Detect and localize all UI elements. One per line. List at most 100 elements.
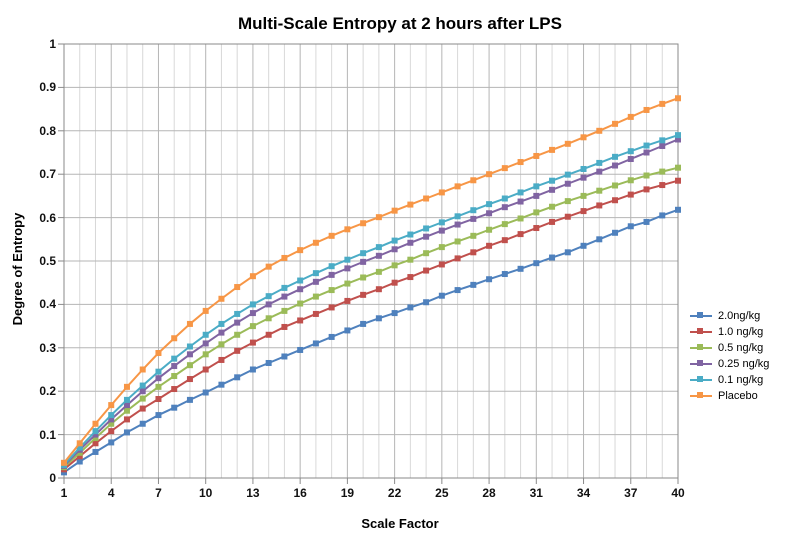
series-marker (628, 192, 633, 197)
series-marker (266, 264, 271, 269)
series-marker (329, 288, 334, 293)
series-marker (219, 321, 224, 326)
series-marker (345, 227, 350, 232)
series-marker (676, 207, 681, 212)
series-marker (250, 302, 255, 307)
series-marker (424, 196, 429, 201)
series-marker (203, 390, 208, 395)
series-marker (487, 243, 492, 248)
series-marker (455, 256, 460, 261)
series-marker (613, 230, 618, 235)
series-marker (518, 232, 523, 237)
series-marker (613, 154, 618, 159)
series-marker (534, 261, 539, 266)
series-marker (613, 198, 618, 203)
series-marker (250, 311, 255, 316)
series-marker (676, 96, 681, 101)
y-tick-label: 0.9 (34, 80, 56, 94)
series-marker (628, 178, 633, 183)
series-marker (298, 318, 303, 323)
series-marker (235, 375, 240, 380)
series-marker (313, 279, 318, 284)
series-marker (439, 245, 444, 250)
series-marker (250, 367, 255, 372)
series-marker (518, 190, 523, 195)
series-marker (550, 219, 555, 224)
y-tick-label: 0.5 (34, 254, 56, 268)
series-marker (565, 250, 570, 255)
series-marker (156, 369, 161, 374)
series-marker (282, 324, 287, 329)
series-marker (534, 226, 539, 231)
x-tick-label: 13 (246, 486, 259, 500)
series-marker (376, 287, 381, 292)
series-marker (361, 259, 366, 264)
series-marker (187, 321, 192, 326)
series-marker (597, 160, 602, 165)
series-marker (93, 441, 98, 446)
series-marker (597, 237, 602, 242)
series-marker (313, 271, 318, 276)
series-marker (140, 383, 145, 388)
series-marker (109, 440, 114, 445)
series-marker (439, 228, 444, 233)
series-marker (644, 173, 649, 178)
series-marker (502, 272, 507, 277)
series-marker (266, 302, 271, 307)
series-marker (613, 183, 618, 188)
series-marker (550, 147, 555, 152)
series-marker (361, 292, 366, 297)
series-marker (156, 376, 161, 381)
series-marker (376, 269, 381, 274)
legend-label: 1.0 ng/kg (718, 326, 763, 338)
series-marker (455, 239, 460, 244)
series-marker (109, 403, 114, 408)
series-marker (219, 296, 224, 301)
series-marker (471, 233, 476, 238)
series-line (64, 181, 678, 470)
series-marker (235, 311, 240, 316)
series-marker (581, 243, 586, 248)
x-tick-label: 19 (341, 486, 354, 500)
series-marker (156, 413, 161, 418)
x-tick-label: 34 (577, 486, 590, 500)
series-marker (109, 429, 114, 434)
series-marker (298, 347, 303, 352)
series-marker (266, 332, 271, 337)
series-marker (172, 374, 177, 379)
entropy-chart: Multi-Scale Entropy at 2 hours after LPS… (0, 0, 800, 537)
series-marker (550, 187, 555, 192)
legend-swatch (690, 347, 712, 349)
series-marker (298, 248, 303, 253)
series-marker (660, 169, 665, 174)
series-marker (455, 222, 460, 227)
y-tick-label: 1 (34, 37, 56, 51)
series-marker (298, 301, 303, 306)
series-marker (644, 107, 649, 112)
series-marker (77, 459, 82, 464)
series-marker (471, 250, 476, 255)
series-marker (628, 157, 633, 162)
series-marker (487, 227, 492, 232)
series-marker (581, 193, 586, 198)
series-marker (565, 172, 570, 177)
series-marker (408, 257, 413, 262)
series-marker (235, 332, 240, 337)
series-marker (124, 384, 129, 389)
series-marker (408, 305, 413, 310)
series-marker (235, 348, 240, 353)
series-marker (313, 311, 318, 316)
series-marker (392, 263, 397, 268)
series-marker (581, 209, 586, 214)
legend-swatch (690, 379, 712, 381)
series-marker (361, 221, 366, 226)
series-marker (628, 224, 633, 229)
series-marker (455, 288, 460, 293)
series-marker (644, 219, 649, 224)
series-marker (156, 384, 161, 389)
legend-label: 2.0ng/kg (718, 310, 760, 322)
series-marker (313, 240, 318, 245)
series-marker (109, 413, 114, 418)
series-marker (172, 336, 177, 341)
series-marker (266, 294, 271, 299)
